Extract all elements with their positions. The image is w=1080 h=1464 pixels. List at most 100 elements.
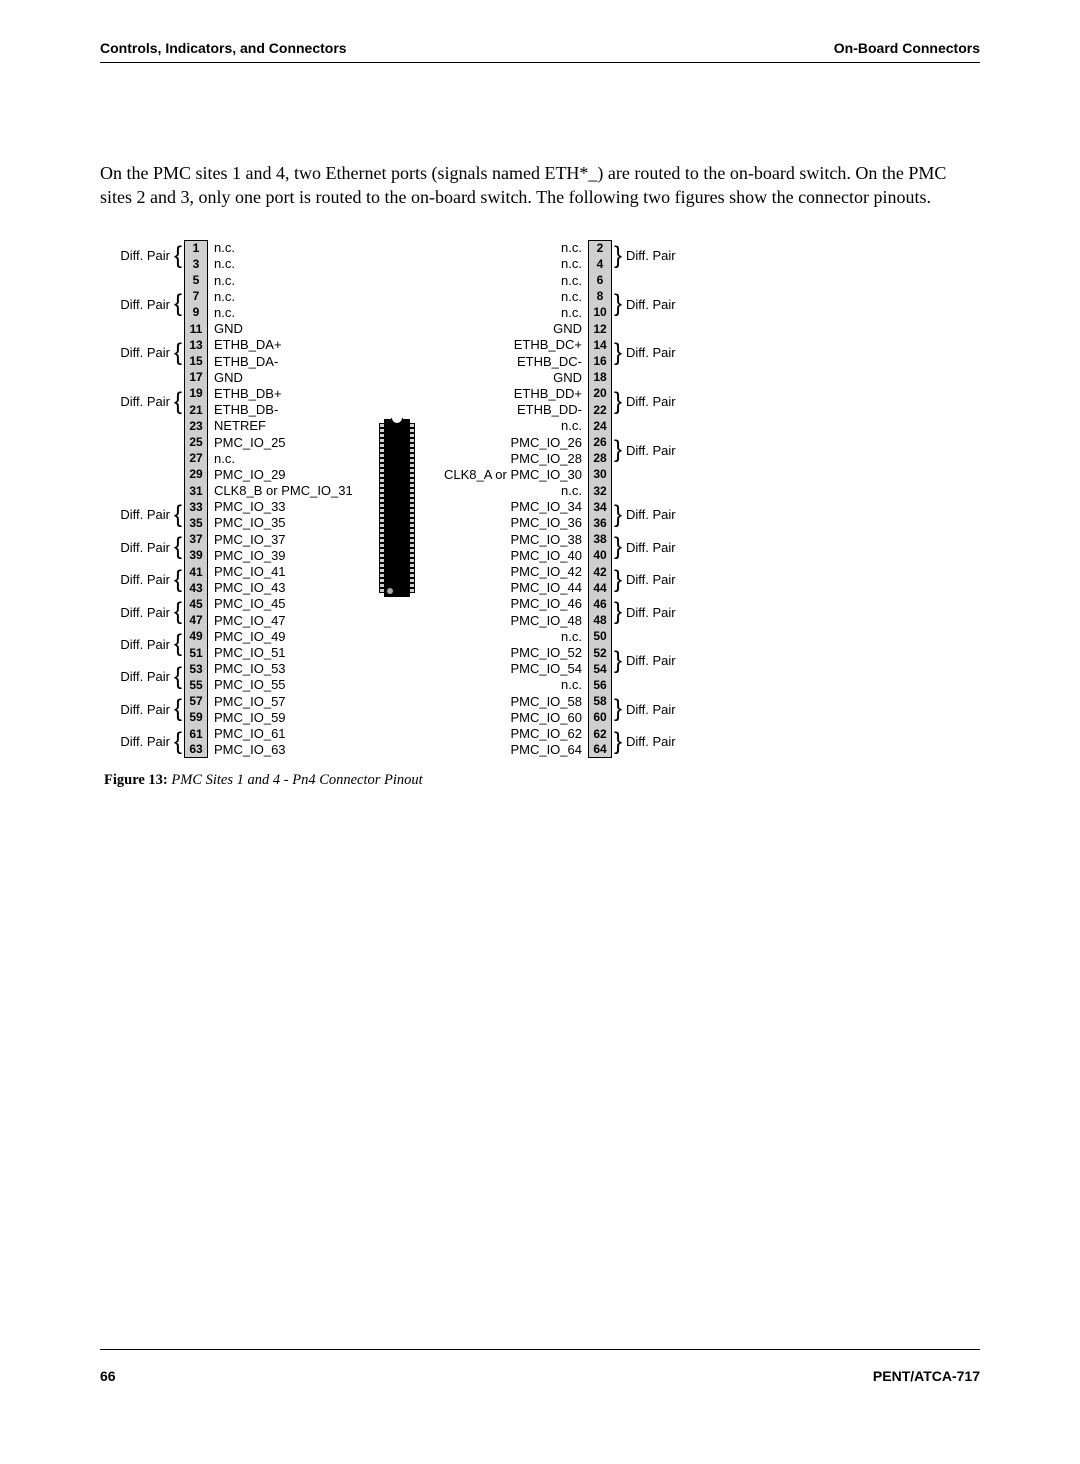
- pin-number: 6: [588, 272, 612, 288]
- diff-pair-label: } Diff. Pair: [612, 725, 692, 757]
- signal-name: n.c.: [418, 628, 588, 644]
- signal-name: ETHB_DA-: [208, 353, 378, 369]
- pin-number: 61: [184, 725, 208, 741]
- diff-pair-label: Diff. Pair {: [104, 563, 184, 595]
- pin-number: 47: [184, 612, 208, 628]
- diff-pair-label: Diff. Pair {: [104, 385, 184, 417]
- diff-pair-label: Diff. Pair {: [104, 499, 184, 531]
- signal-name: PMC_IO_54: [418, 661, 588, 677]
- signal-name: GND: [208, 321, 378, 337]
- pin-number: 14: [588, 337, 612, 353]
- signal-name: PMC_IO_62: [418, 725, 588, 741]
- pin-number: 24: [588, 418, 612, 434]
- pin-number: 25: [184, 434, 208, 450]
- diff-pair-label: } Diff. Pair: [612, 434, 692, 466]
- pin-number: 18: [588, 369, 612, 385]
- signal-name: PMC_IO_49: [208, 628, 378, 644]
- chip-icon: [384, 419, 410, 597]
- diff-pair-label: Diff. Pair {: [104, 628, 184, 660]
- pinout-grid: Diff. Pair {1n.c.n.c.2} Diff. Pair3n.c.n…: [104, 240, 980, 758]
- signal-name: n.c.: [418, 482, 588, 498]
- pin-number: 11: [184, 321, 208, 337]
- signal-name: n.c.: [418, 256, 588, 272]
- diff-pair-label: } Diff. Pair: [612, 693, 692, 725]
- pin-number: 46: [588, 596, 612, 612]
- signal-name: CLK8_B or PMC_IO_31: [208, 482, 378, 498]
- signal-name: PMC_IO_55: [208, 677, 378, 693]
- signal-name: PMC_IO_57: [208, 693, 378, 709]
- page-header: Controls, Indicators, and Connectors On-…: [100, 40, 980, 63]
- signal-name: PMC_IO_35: [208, 515, 378, 531]
- pin-number: 36: [588, 515, 612, 531]
- pin-number: 50: [588, 628, 612, 644]
- pin-number: 62: [588, 725, 612, 741]
- pin-number: 45: [184, 596, 208, 612]
- pin-number: 27: [184, 450, 208, 466]
- diff-pair-label: } Diff. Pair: [612, 563, 692, 595]
- pin-number: 35: [184, 515, 208, 531]
- pin-number: 22: [588, 402, 612, 418]
- pin-number: 51: [184, 644, 208, 660]
- signal-name: n.c.: [208, 240, 378, 256]
- pin-number: 44: [588, 580, 612, 596]
- signal-name: CLK8_A or PMC_IO_30: [418, 466, 588, 482]
- signal-name: PMC_IO_63: [208, 742, 378, 758]
- pin-number: 42: [588, 563, 612, 579]
- diff-pair-label: } Diff. Pair: [612, 337, 692, 369]
- signal-name: PMC_IO_44: [418, 580, 588, 596]
- signal-name: n.c.: [208, 288, 378, 304]
- footer-page: 66: [100, 1368, 116, 1384]
- pin-number: 55: [184, 677, 208, 693]
- signal-name: PMC_IO_33: [208, 499, 378, 515]
- signal-name: PMC_IO_53: [208, 661, 378, 677]
- signal-name: GND: [208, 369, 378, 385]
- diff-pair-label: } Diff. Pair: [612, 240, 692, 272]
- pin-number: 57: [184, 693, 208, 709]
- signal-name: NETREF: [208, 418, 378, 434]
- diff-pair-label: Diff. Pair {: [104, 240, 184, 272]
- page: Controls, Indicators, and Connectors On-…: [0, 0, 1080, 1464]
- pin-number: 20: [588, 385, 612, 401]
- pin-number: 9: [184, 304, 208, 320]
- signal-name: PMC_IO_45: [208, 596, 378, 612]
- diff-pair-label: Diff. Pair {: [104, 725, 184, 757]
- pin-number: 32: [588, 482, 612, 498]
- pin-number: 10: [588, 304, 612, 320]
- diff-pair-label: Diff. Pair {: [104, 337, 184, 369]
- signal-name: PMC_IO_38: [418, 531, 588, 547]
- pin-number: 21: [184, 402, 208, 418]
- signal-name: n.c.: [208, 272, 378, 288]
- caption-text: PMC Sites 1 and 4 - Pn4 Connector Pinout: [171, 772, 422, 788]
- signal-name: PMC_IO_61: [208, 725, 378, 741]
- caption-label: Figure 13:: [104, 772, 168, 788]
- diff-pair-label: } Diff. Pair: [612, 596, 692, 628]
- pin-number: 33: [184, 499, 208, 515]
- pin-number: 30: [588, 466, 612, 482]
- pin-number: 40: [588, 547, 612, 563]
- connector-pinout-figure: Diff. Pair {1n.c.n.c.2} Diff. Pair3n.c.n…: [104, 240, 980, 789]
- signal-name: GND: [418, 321, 588, 337]
- footer-doc: PENT/ATCA-717: [873, 1368, 980, 1384]
- diff-pair-label: Diff. Pair {: [104, 596, 184, 628]
- pin-number: 7: [184, 288, 208, 304]
- signal-name: PMC_IO_39: [208, 547, 378, 563]
- pin-number: 37: [184, 531, 208, 547]
- pin-number: 56: [588, 677, 612, 693]
- header-left: Controls, Indicators, and Connectors: [100, 40, 347, 56]
- pin-number: 52: [588, 644, 612, 660]
- signal-name: PMC_IO_46: [418, 596, 588, 612]
- signal-name: ETHB_DD+: [418, 385, 588, 401]
- pin-number: 15: [184, 353, 208, 369]
- pin-number: 28: [588, 450, 612, 466]
- pin-number: 49: [184, 628, 208, 644]
- pin-number: 8: [588, 288, 612, 304]
- signal-name: PMC_IO_29: [208, 466, 378, 482]
- diff-pair-label: Diff. Pair {: [104, 288, 184, 320]
- pin-number: 2: [588, 240, 612, 256]
- diff-pair-label: } Diff. Pair: [612, 644, 692, 676]
- diff-pair-label: Diff. Pair {: [104, 693, 184, 725]
- pin-number: 60: [588, 709, 612, 725]
- header-right: On-Board Connectors: [834, 40, 980, 56]
- intro-text: On the PMC sites 1 and 4, two Ethernet p…: [100, 161, 980, 210]
- diff-pair-label: } Diff. Pair: [612, 385, 692, 417]
